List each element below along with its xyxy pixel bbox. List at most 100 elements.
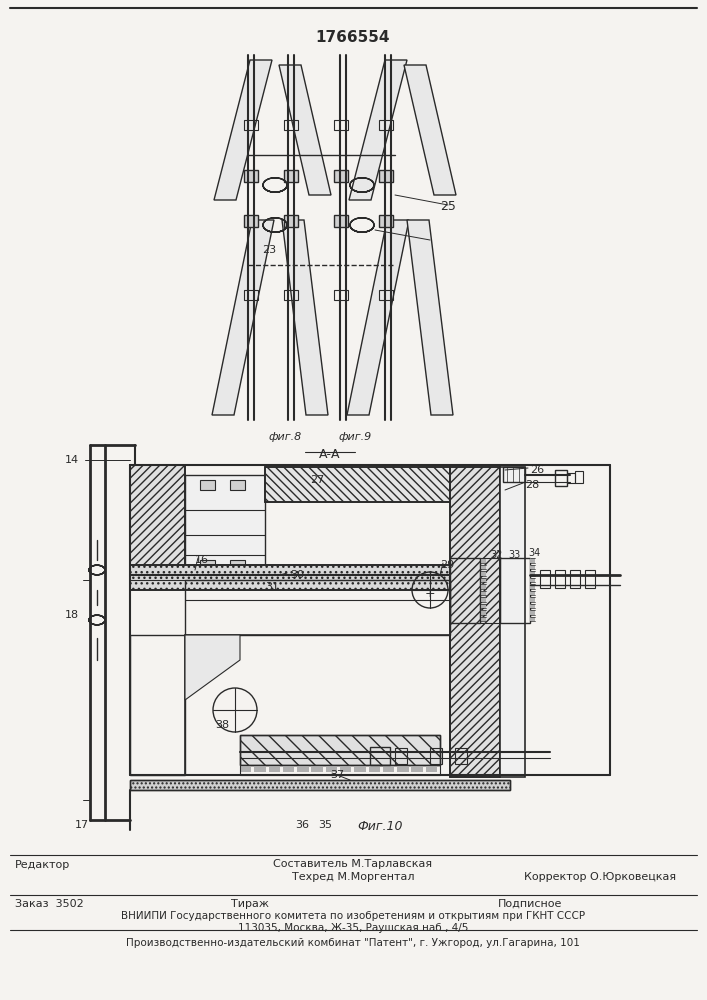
- Bar: [244, 215, 258, 227]
- Polygon shape: [269, 765, 280, 772]
- Text: 23: 23: [262, 245, 276, 255]
- Bar: [379, 170, 393, 182]
- Polygon shape: [411, 765, 423, 772]
- Polygon shape: [326, 765, 337, 772]
- Text: 16: 16: [195, 555, 209, 565]
- Polygon shape: [480, 603, 486, 608]
- Polygon shape: [480, 571, 486, 576]
- Polygon shape: [426, 765, 437, 772]
- Bar: [334, 215, 348, 227]
- Text: 14: 14: [65, 455, 79, 465]
- Polygon shape: [480, 590, 486, 595]
- Polygon shape: [480, 558, 486, 563]
- Polygon shape: [530, 603, 535, 608]
- Text: 25: 25: [440, 200, 456, 213]
- Bar: [430, 748, 442, 764]
- Text: Составитель М.Тарлавская: Составитель М.Тарлавская: [274, 859, 433, 869]
- Bar: [240, 765, 440, 775]
- Polygon shape: [240, 765, 252, 772]
- Bar: [555, 470, 567, 486]
- Bar: [379, 215, 393, 227]
- Text: Заказ  3502: Заказ 3502: [15, 899, 83, 909]
- Text: 1766554: 1766554: [316, 30, 390, 45]
- Polygon shape: [480, 597, 486, 602]
- Text: 29: 29: [440, 560, 455, 570]
- Text: Редактор: Редактор: [15, 860, 70, 870]
- Bar: [450, 467, 500, 777]
- Bar: [379, 290, 393, 300]
- Bar: [450, 558, 480, 623]
- Polygon shape: [404, 65, 456, 195]
- Bar: [265, 467, 450, 502]
- Bar: [185, 475, 265, 575]
- Bar: [555, 570, 565, 588]
- Polygon shape: [480, 564, 486, 569]
- Text: 33: 33: [508, 550, 520, 560]
- Text: Техред М.Моргентал: Техред М.Моргентал: [292, 872, 414, 882]
- Polygon shape: [279, 65, 331, 195]
- Polygon shape: [530, 597, 535, 602]
- Bar: [455, 748, 467, 764]
- Text: 113035, Москва, Ж-35, Раушская наб., 4/5: 113035, Москва, Ж-35, Раушская наб., 4/5: [238, 923, 468, 933]
- Polygon shape: [340, 765, 351, 772]
- Bar: [240, 735, 440, 765]
- Polygon shape: [383, 765, 395, 772]
- Bar: [570, 570, 580, 588]
- Bar: [480, 558, 500, 623]
- Bar: [370, 747, 390, 765]
- Polygon shape: [480, 584, 486, 589]
- Polygon shape: [407, 220, 453, 415]
- Polygon shape: [349, 60, 407, 200]
- Bar: [130, 780, 510, 790]
- Bar: [575, 471, 583, 483]
- Text: фиг.8: фиг.8: [269, 432, 302, 442]
- Bar: [540, 570, 550, 588]
- Bar: [230, 480, 245, 490]
- Text: 35: 35: [318, 820, 332, 830]
- Bar: [395, 748, 407, 764]
- Polygon shape: [530, 590, 535, 595]
- Bar: [230, 560, 245, 570]
- Text: 38: 38: [215, 720, 229, 730]
- Text: 34: 34: [528, 548, 540, 558]
- Bar: [284, 290, 298, 300]
- Bar: [130, 465, 185, 585]
- Text: 17: 17: [75, 820, 89, 830]
- Text: Корректор О.Юрковецкая: Корректор О.Юрковецкая: [524, 872, 676, 882]
- Polygon shape: [282, 220, 328, 415]
- Polygon shape: [283, 765, 294, 772]
- Polygon shape: [530, 558, 535, 563]
- Text: Тираж: Тираж: [231, 899, 269, 909]
- Text: 27: 27: [310, 475, 325, 485]
- Polygon shape: [297, 765, 308, 772]
- Bar: [334, 170, 348, 182]
- Bar: [334, 120, 348, 130]
- Bar: [503, 467, 525, 482]
- Bar: [185, 635, 450, 775]
- Bar: [284, 215, 298, 227]
- Text: Производственно-издательский комбинат "Патент", г. Ужгород, ул.Гагарина, 101: Производственно-издательский комбинат "П…: [126, 938, 580, 948]
- Polygon shape: [530, 564, 535, 569]
- Bar: [244, 290, 258, 300]
- Text: 32: 32: [490, 550, 503, 560]
- Text: 30: 30: [290, 570, 304, 580]
- Polygon shape: [530, 584, 535, 589]
- Polygon shape: [530, 571, 535, 576]
- Bar: [200, 560, 215, 570]
- Bar: [334, 290, 348, 300]
- Bar: [130, 565, 450, 590]
- Text: Фиг.10: Фиг.10: [357, 820, 403, 833]
- Polygon shape: [255, 765, 266, 772]
- Polygon shape: [480, 578, 486, 582]
- Polygon shape: [368, 765, 380, 772]
- Bar: [244, 170, 258, 182]
- Text: 31: 31: [265, 582, 279, 592]
- Bar: [130, 635, 185, 775]
- Bar: [284, 120, 298, 130]
- Text: 36: 36: [295, 820, 309, 830]
- Bar: [130, 465, 185, 585]
- Bar: [130, 565, 450, 590]
- Text: 28: 28: [525, 480, 539, 490]
- Text: Подписное: Подписное: [498, 899, 562, 909]
- Text: ВНИИПИ Государственного комитета по изобретениям и открытиям при ГКНТ СССР: ВНИИПИ Государственного комитета по изоб…: [121, 911, 585, 921]
